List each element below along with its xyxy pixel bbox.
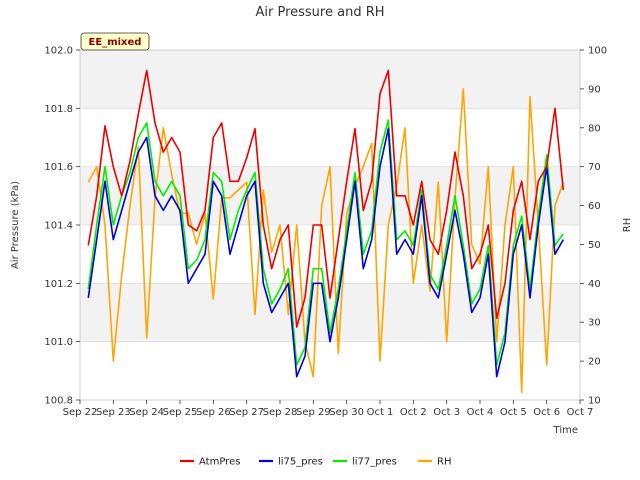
y-axis-right: 10 20 30 40 50 60 70 80 90 100 — [580, 46, 607, 407]
y-tick-label: 101.2 — [44, 279, 73, 290]
y-tick-label: 101.4 — [44, 221, 73, 232]
y2-tick-label: 90 — [588, 84, 601, 95]
x-tick-label: Oct 3 — [433, 407, 460, 418]
x-tick-label: Sep 25 — [163, 407, 198, 418]
y2-tick-label: 100 — [588, 46, 607, 57]
x-tick-label: Sep 23 — [96, 407, 131, 418]
x-tick-label: Sep 27 — [229, 407, 264, 418]
series-line-atmpres — [87, 69, 565, 328]
chart-title: Air Pressure and RH — [255, 5, 384, 20]
y-axis-title: Air Pressure (kPa) — [10, 181, 21, 269]
x-tick-label: Sep 22 — [63, 407, 98, 418]
y-tick-label: 101.6 — [44, 162, 73, 173]
y-tick-label: 101.0 — [44, 337, 73, 348]
legend: AtmPres li75_pres li77_pres RH — [180, 457, 451, 468]
x-tick-label: Sep 30 — [329, 407, 364, 418]
badge-label: EE_mixed — [89, 37, 142, 48]
legend-label: AtmPres — [199, 457, 240, 468]
series-line-li75_pres — [87, 127, 564, 378]
x-tick-label: Sep 24 — [129, 407, 164, 418]
y2-tick-label: 80 — [588, 123, 601, 134]
y2-tick-label: 40 — [588, 279, 601, 290]
series-line-li77_pres — [87, 119, 564, 366]
series-line-rh — [87, 88, 565, 394]
x-tick-label: Oct 2 — [400, 407, 427, 418]
y-axis-left: 100.8 101.0 101.2 101.4 101.6 101.8 102.0 — [44, 46, 80, 407]
badge: EE_mixed — [80, 32, 150, 51]
x-axis-title: Time — [553, 425, 578, 436]
y2-tick-label: 60 — [588, 201, 601, 212]
legend-label: li75_pres — [278, 457, 323, 468]
x-tick-label: Oct 4 — [467, 407, 494, 418]
x-tick-label: Sep 28 — [263, 407, 298, 418]
y2-tick-label: 70 — [588, 162, 601, 173]
series-lines — [87, 69, 565, 394]
y-tick-label: 100.8 — [44, 396, 73, 407]
x-tick-label: Oct 5 — [500, 407, 527, 418]
x-tick-label: Sep 26 — [196, 407, 231, 418]
y2-tick-label: 30 — [588, 318, 601, 329]
plot-band — [80, 50, 580, 109]
x-tick-label: Oct 1 — [367, 407, 394, 418]
y-tick-label: 101.8 — [44, 104, 73, 115]
y2-tick-label: 50 — [588, 240, 601, 251]
legend-label: li77_pres — [352, 457, 397, 468]
x-tick-label: Oct 6 — [533, 407, 560, 418]
y2-tick-label: 10 — [588, 396, 601, 407]
x-tick-label: Sep 29 — [296, 407, 331, 418]
plot-area — [79, 49, 581, 401]
legend-label: RH — [437, 457, 451, 468]
y2-axis-title: RH — [622, 218, 633, 232]
y2-tick-label: 20 — [588, 357, 601, 368]
badge-box — [80, 32, 150, 51]
x-tick-label: Oct 7 — [567, 407, 594, 418]
y-tick-label: 102.0 — [44, 46, 73, 57]
